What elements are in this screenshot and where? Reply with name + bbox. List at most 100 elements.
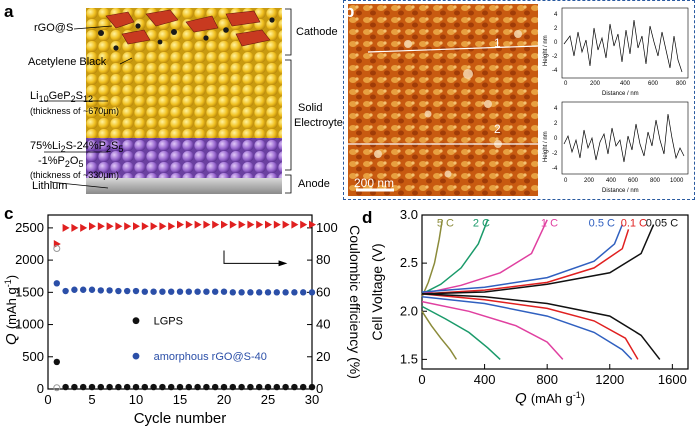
- height-profile-1: 4 2 0 -2 -4 0 200 400 600 800 Distance /…: [543, 7, 689, 97]
- x-tick-label: 0: [44, 392, 51, 407]
- y-tick-label: 2.5: [400, 255, 418, 270]
- lgps-point: [308, 383, 316, 391]
- label-lgps: Li10GeP2S12: [30, 90, 93, 105]
- label-lps-thickness: (thickness of ~330μm): [30, 170, 119, 180]
- panel-d-label: d: [362, 208, 373, 227]
- label-solid: Solid: [298, 102, 323, 114]
- p2-ytick: 0: [554, 136, 558, 142]
- rate-label: 0.05 C: [646, 218, 678, 230]
- y2-tick-label: 40: [316, 317, 330, 332]
- amorphous-point: [220, 288, 228, 295]
- rate-label: 0.5 C: [589, 218, 615, 230]
- lgps-point: [53, 358, 60, 366]
- legend-lgps-label: LGPS: [154, 316, 183, 328]
- rate-label: 2 C: [473, 218, 490, 230]
- y-tick-label: 1500: [15, 284, 44, 299]
- amorphous-point: [80, 286, 87, 293]
- x-tick-label: 10: [129, 392, 143, 407]
- p1-xlabel: Distance / nm: [602, 91, 639, 97]
- legend-amorphous-label: amorphous rGO@S-40: [154, 351, 267, 363]
- lgps-point: [168, 383, 175, 391]
- ce-point: [141, 222, 149, 231]
- p1-xtick: 200: [590, 81, 601, 87]
- amorphous-point: [62, 287, 69, 295]
- y-tick-label: 2500: [15, 220, 44, 235]
- line-label-1: 1: [494, 36, 501, 50]
- ce-point: [212, 220, 220, 229]
- lgps-point: [71, 383, 78, 391]
- lgps-point: [106, 383, 113, 391]
- scale-bar-label: 200 nm: [354, 176, 395, 190]
- battery-schematic: [86, 8, 282, 194]
- y2-tick-label: 60: [316, 284, 330, 299]
- amorphous-point: [53, 280, 60, 287]
- y-tick-label: 1.5: [400, 351, 418, 366]
- y-tick-label: 2000: [15, 252, 44, 267]
- open-point: [53, 384, 61, 392]
- ce-point: [229, 220, 237, 229]
- label-cathode: Cathode: [296, 26, 338, 38]
- arrow-head: [278, 260, 288, 267]
- lgps-point: [185, 383, 192, 391]
- ce-point: [238, 220, 246, 229]
- legend-amorphous-marker: [132, 352, 140, 360]
- discharge-curve: [421, 296, 633, 360]
- p2-xtick: 800: [650, 178, 661, 184]
- amorphous-point: [229, 289, 236, 296]
- amorphous-point: [159, 288, 166, 295]
- ce-point: [300, 220, 308, 229]
- lgps-point: [80, 383, 87, 391]
- amorphous-point: [212, 288, 219, 295]
- amorphous-point: [273, 289, 280, 296]
- amorphous-point: [176, 288, 184, 295]
- p2-xtick: 0: [564, 178, 568, 184]
- y-tick-label: 500: [22, 349, 44, 364]
- p1-ytick: 0: [554, 40, 558, 46]
- p1-xtick: 600: [648, 81, 659, 87]
- label-lithium: Lithium: [32, 180, 68, 192]
- lgps-point: [203, 383, 210, 391]
- lgps-point: [212, 383, 219, 391]
- ce-point: [203, 220, 211, 229]
- ce-point: [309, 220, 316, 229]
- lgps-point: [62, 383, 69, 391]
- ce-point: [194, 220, 202, 229]
- ce-point: [133, 222, 140, 231]
- label-lps: 75%Li2S-24%P2S5: [30, 140, 124, 155]
- x-tick-label: 1600: [658, 372, 687, 387]
- lgps-point: [141, 383, 148, 391]
- amorphous-point: [308, 289, 316, 296]
- ce-point: [150, 222, 158, 231]
- lgps-point: [132, 383, 140, 391]
- ce-point: [115, 222, 123, 231]
- lgps-point: [264, 383, 272, 391]
- y-tick-label: 3.0: [400, 207, 418, 222]
- ce-point: [71, 223, 79, 232]
- label-electrolyte: Electroyte: [294, 117, 343, 129]
- y-tick-label: 2.0: [400, 303, 418, 318]
- ce-point: [97, 222, 105, 231]
- profile-line-1: [367, 45, 538, 53]
- x-axis-label: Cycle number: [134, 410, 227, 427]
- y-tick-label: 0: [37, 381, 44, 396]
- lgps-point: [88, 383, 96, 391]
- lps-electrolyte-layer: [86, 138, 282, 178]
- y2-tick-label: 20: [316, 349, 330, 364]
- amorphous-point: [88, 286, 96, 293]
- amorphous-point: [106, 287, 113, 294]
- amorphous-point: [256, 289, 263, 296]
- rate-label: 1 C: [541, 218, 558, 230]
- rate-label: 0.1 C: [621, 218, 647, 230]
- y-tick-label: 1000: [15, 317, 44, 332]
- p1-xtick: 800: [676, 81, 687, 87]
- p1-ytick: -4: [552, 68, 558, 74]
- lithium-anode-layer: [86, 178, 282, 194]
- lgps-point: [247, 383, 254, 391]
- lgps-point: [176, 383, 184, 391]
- ce-point: [273, 220, 281, 229]
- x-tick-label: 400: [474, 372, 496, 387]
- charge-curve: [421, 219, 444, 298]
- p2-xtick: 200: [584, 178, 595, 184]
- ce-point: [247, 220, 255, 229]
- y2-tick-label: 100: [316, 220, 338, 235]
